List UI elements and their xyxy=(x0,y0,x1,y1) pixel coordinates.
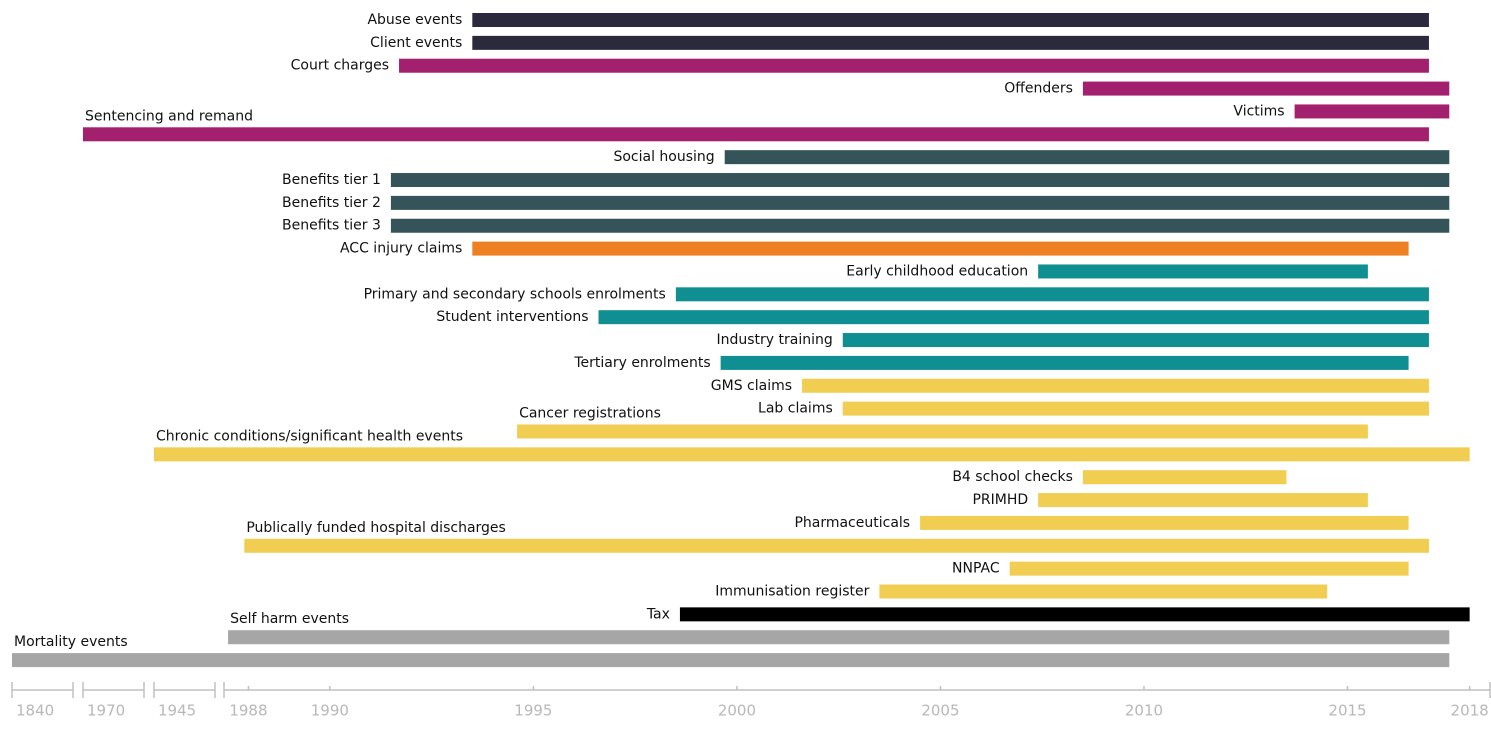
bar-label: Benefits tier 3 xyxy=(282,218,381,234)
bar-label: Student interventions xyxy=(436,309,588,325)
bar-label: Social housing xyxy=(613,149,714,165)
bar-label: Abuse events xyxy=(367,12,462,28)
bar xyxy=(842,401,1429,416)
bar-label: GMS claims xyxy=(711,378,792,394)
bar xyxy=(390,195,1450,210)
bar xyxy=(390,218,1450,233)
bar-label: Primary and secondary schools enrolments xyxy=(364,286,666,302)
bar xyxy=(879,584,1328,599)
bar-label: Chronic conditions/significant health ev… xyxy=(156,428,463,444)
bar-label: Offenders xyxy=(1004,81,1073,97)
bar xyxy=(1038,264,1368,279)
bar-label: Benefits tier 2 xyxy=(282,195,381,211)
bar-label: Lab claims xyxy=(758,401,833,417)
bar xyxy=(598,310,1429,325)
x-tick-label: 1988 xyxy=(229,702,267,720)
bar-label: ACC injury claims xyxy=(340,241,462,257)
bar xyxy=(724,150,1450,165)
x-tick-label: 2005 xyxy=(921,702,959,720)
bar-label: PRIMHD xyxy=(972,492,1028,508)
bar-label: Sentencing and remand xyxy=(85,108,253,124)
x-tick-label: 1945 xyxy=(158,702,196,720)
x-tick-label: 1995 xyxy=(514,702,552,720)
bar-label: Victims xyxy=(1233,103,1284,119)
bar xyxy=(1294,104,1450,119)
bar xyxy=(679,607,1470,622)
bar-label: Court charges xyxy=(291,58,389,74)
x-tick-label: 1840 xyxy=(16,702,54,720)
x-tick-label: 1970 xyxy=(87,702,125,720)
bar xyxy=(399,58,1429,73)
bar xyxy=(1082,470,1287,485)
bar xyxy=(920,515,1409,530)
bar-label: NNPAC xyxy=(952,561,1000,577)
bar xyxy=(675,287,1429,302)
bar-label: B4 school checks xyxy=(952,469,1073,485)
bar xyxy=(517,424,1368,439)
bar-label: Early childhood education xyxy=(846,263,1028,279)
bar xyxy=(154,447,1470,462)
bar-label: Industry training xyxy=(716,332,832,348)
bar xyxy=(390,173,1450,188)
bar-label: Client events xyxy=(370,35,462,51)
bar xyxy=(1038,493,1368,508)
bar-label: Immunisation register xyxy=(715,584,869,600)
bar xyxy=(228,630,1450,645)
bar-label: Tertiary enrolments xyxy=(573,355,710,371)
bar xyxy=(1082,81,1450,96)
x-tick-label: 2018 xyxy=(1451,702,1489,720)
bar-label: Publically funded hospital discharges xyxy=(246,520,505,536)
bar xyxy=(472,35,1429,50)
bar xyxy=(83,127,1429,142)
bar xyxy=(842,333,1429,348)
bar xyxy=(720,355,1409,370)
bar xyxy=(472,241,1409,256)
bar-label: Pharmaceuticals xyxy=(794,515,910,531)
bar-label: Self harm events xyxy=(230,611,349,627)
x-tick-label: 2015 xyxy=(1328,702,1366,720)
bar xyxy=(12,653,1450,668)
bar xyxy=(244,538,1429,553)
x-tick-label: 1990 xyxy=(311,702,349,720)
x-tick-label: 2000 xyxy=(718,702,756,720)
bar-label: Mortality events xyxy=(14,634,128,650)
bar xyxy=(1009,561,1409,576)
bar xyxy=(802,378,1429,393)
x-tick-label: 2010 xyxy=(1125,702,1163,720)
bar-label: Tax xyxy=(646,606,670,622)
bar-label: Cancer registrations xyxy=(519,405,661,421)
bar xyxy=(472,13,1429,27)
bar-label: Benefits tier 1 xyxy=(282,172,381,188)
